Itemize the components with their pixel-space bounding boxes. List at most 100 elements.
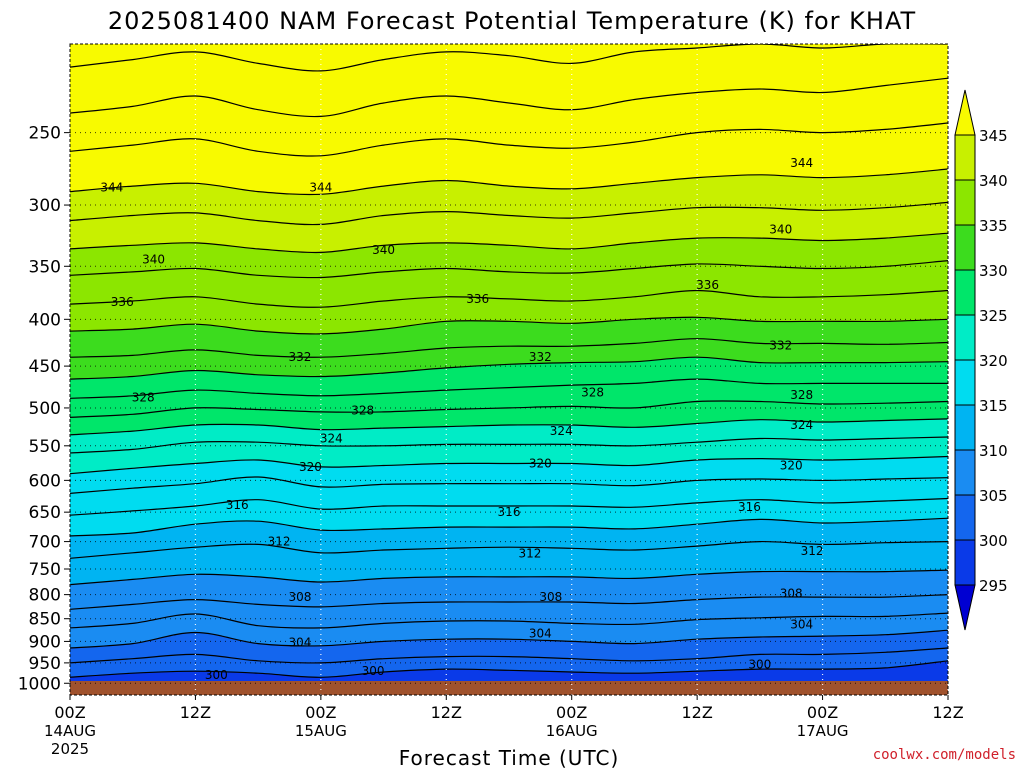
contour-label: 336 bbox=[111, 295, 134, 309]
contour-label: 312 bbox=[518, 546, 541, 560]
isentrope-316 bbox=[70, 497, 948, 516]
colorbar-label: 295 bbox=[979, 577, 1008, 595]
y-tick-label: 300 bbox=[29, 196, 61, 216]
contour-label: 340 bbox=[372, 243, 395, 257]
colorbar-swatch bbox=[954, 494, 976, 541]
contour-label: 336 bbox=[466, 292, 489, 306]
theta-band-326 bbox=[70, 379, 948, 418]
theta-band-334 bbox=[70, 290, 948, 334]
contour-label: 332 bbox=[769, 338, 792, 352]
x-tick-date: 17AUG bbox=[797, 722, 849, 740]
x-tick-label: 12Z bbox=[431, 703, 462, 722]
theta-band-318 bbox=[70, 456, 948, 494]
x-tick-label: 00Z bbox=[556, 703, 587, 722]
theta-band-328 bbox=[70, 357, 948, 399]
x-tick-label: 12Z bbox=[681, 703, 712, 722]
contour-label: 304 bbox=[529, 626, 552, 640]
isentrope-342 bbox=[70, 201, 948, 226]
contour-label: 304 bbox=[288, 635, 311, 649]
isentrope-334 bbox=[70, 316, 948, 335]
contour-label: 328 bbox=[132, 390, 155, 404]
colorbar-label: 320 bbox=[979, 352, 1008, 370]
y-axis: 2503003504004505005506006507007508008509… bbox=[18, 124, 70, 694]
colorbar-swatch bbox=[954, 314, 976, 361]
isentrope-338 bbox=[70, 260, 948, 279]
contour-label: 340 bbox=[769, 222, 792, 236]
theta-band-320 bbox=[70, 437, 948, 474]
x-tick-label: 12Z bbox=[932, 703, 963, 722]
x-tick-date: 14AUG bbox=[44, 722, 96, 740]
isentrope-304 bbox=[70, 629, 948, 649]
isentrope-302 bbox=[70, 647, 948, 664]
y-tick-label: 550 bbox=[29, 437, 61, 457]
contour-label: 344 bbox=[790, 156, 813, 170]
y-tick-label: 700 bbox=[29, 533, 61, 553]
y-tick-label: 750 bbox=[29, 560, 61, 580]
colorbar-legend: 295 300 305 310 315 320 325 330 335 340 345 bbox=[954, 89, 1008, 631]
contour-label: 312 bbox=[801, 544, 824, 558]
theta-band-348 bbox=[70, 44, 948, 117]
theta-band-310 bbox=[70, 541, 948, 585]
theta-band-350 bbox=[70, 44, 948, 71]
isentrope-318 bbox=[70, 476, 948, 494]
contour-label: 320 bbox=[780, 459, 803, 473]
credit-text: coolwx.com/models bbox=[873, 747, 1016, 763]
colorbar-swatch bbox=[954, 539, 976, 586]
contour-label: 332 bbox=[288, 350, 311, 364]
colorbar-label: 310 bbox=[979, 442, 1008, 460]
contour-label: 340 bbox=[142, 252, 165, 266]
contour-label: 300 bbox=[205, 668, 228, 682]
isentrope-300 bbox=[70, 660, 948, 678]
theta-band-324 bbox=[70, 400, 948, 435]
contour-label: 304 bbox=[790, 617, 813, 631]
colorbar-label: 305 bbox=[979, 487, 1008, 505]
contour-label: 328 bbox=[351, 403, 374, 417]
colorbar-swatch bbox=[954, 179, 976, 226]
contour-label: 336 bbox=[696, 278, 719, 292]
isentrope-336 bbox=[70, 289, 948, 308]
theta-band-314 bbox=[70, 498, 948, 536]
contour-label: 308 bbox=[288, 590, 311, 604]
plot-frame bbox=[69, 43, 949, 696]
colorbar-lower-arrow bbox=[954, 584, 976, 631]
x-tick-label: 00Z bbox=[807, 703, 838, 722]
isentrope-320 bbox=[70, 455, 948, 475]
theta-band-304 bbox=[70, 613, 948, 648]
contour-label: 324 bbox=[550, 424, 573, 438]
isentrope-308 bbox=[70, 594, 948, 610]
contour-label: 320 bbox=[529, 456, 552, 470]
contour-label: 324 bbox=[320, 432, 343, 446]
isentrope-346 bbox=[70, 122, 948, 157]
colorbar-label: 335 bbox=[979, 217, 1008, 235]
isentrope-lines bbox=[70, 44, 948, 689]
isentrope-324 bbox=[70, 418, 948, 436]
contour-label: 344 bbox=[309, 180, 332, 194]
colorbar-label: 300 bbox=[979, 532, 1008, 550]
colorbar-label: 345 bbox=[979, 127, 1008, 145]
x-tick-label: 12Z bbox=[180, 703, 211, 722]
contour-label: 300 bbox=[362, 664, 385, 678]
contour-label: 308 bbox=[780, 587, 803, 601]
isentrope-344 bbox=[70, 168, 948, 196]
contour-label: 324 bbox=[790, 418, 813, 432]
isentrope-306 bbox=[70, 612, 948, 629]
contour-label: 328 bbox=[581, 386, 604, 400]
isentrope-322 bbox=[70, 436, 948, 454]
contour-label: 308 bbox=[539, 590, 562, 604]
colorbar-label: 325 bbox=[979, 307, 1008, 325]
contour-labels: 344 344 344 340 340 340 336 336 336 332 332 332 328 3… bbox=[100, 156, 823, 682]
x-tick-year: 2025 bbox=[51, 740, 89, 758]
y-tick-label: 800 bbox=[29, 586, 61, 606]
contour-label: 316 bbox=[498, 505, 521, 519]
chart-title: 2025081400 NAM Forecast Potential Temper… bbox=[108, 7, 916, 35]
y-tick-label: 600 bbox=[29, 471, 61, 491]
y-tick-label: 350 bbox=[29, 257, 61, 277]
theta-band-344 bbox=[70, 123, 948, 195]
contour-label: 344 bbox=[100, 180, 123, 194]
x-tick-label: 00Z bbox=[305, 703, 336, 722]
contour-label: 312 bbox=[268, 535, 291, 549]
ground-strip bbox=[70, 681, 948, 695]
colorbar-label: 340 bbox=[979, 172, 1008, 190]
theta-band-346 bbox=[70, 78, 948, 157]
